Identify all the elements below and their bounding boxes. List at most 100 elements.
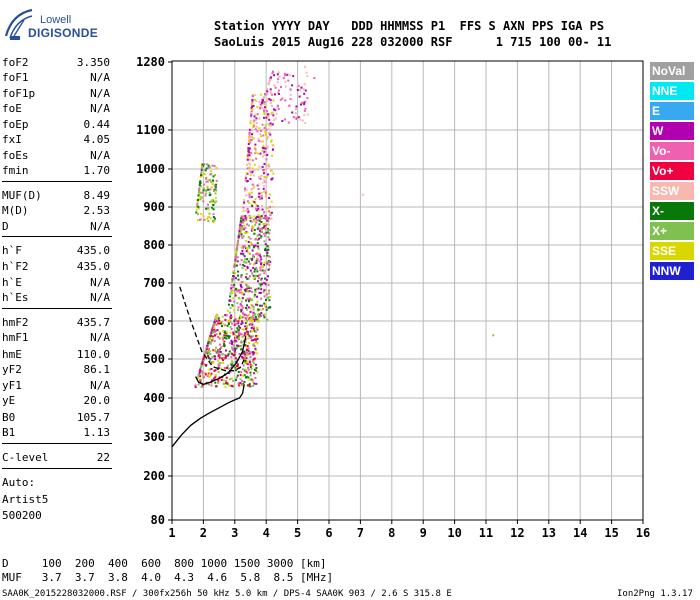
param-value: N/A	[90, 149, 110, 162]
echo-point	[229, 320, 232, 323]
echo-point	[245, 319, 248, 322]
echo-point	[232, 384, 235, 387]
echo-point	[213, 184, 216, 187]
echo-point	[249, 310, 252, 313]
echo-point	[209, 353, 212, 355]
echo-point	[217, 359, 220, 362]
echo-point	[268, 98, 271, 101]
param-name: M(D)	[2, 204, 29, 217]
echo-point	[255, 125, 258, 128]
echo-point	[264, 214, 267, 217]
echo-point	[241, 328, 244, 331]
echo-point	[204, 372, 207, 375]
legend-item-nne: NNE	[650, 82, 694, 100]
echo-point	[197, 375, 200, 378]
echo-point	[212, 221, 215, 224]
echo-point	[214, 186, 217, 189]
y-tick-label: 200	[143, 469, 165, 483]
echo-point	[249, 318, 252, 321]
param-value: N/A	[90, 87, 110, 100]
param-name: fxI	[2, 133, 22, 146]
param-value: 4.05	[83, 133, 111, 146]
param-value: 435.7	[76, 316, 110, 329]
echo-point	[240, 384, 243, 386]
echo-point	[237, 371, 240, 373]
echo-point	[225, 376, 228, 379]
echo-point	[211, 379, 214, 382]
echo-point	[252, 274, 255, 277]
echo-point	[268, 299, 271, 302]
echo-point	[248, 290, 251, 293]
echo-point	[254, 223, 257, 226]
echo-point	[249, 141, 252, 144]
echo-point	[230, 366, 233, 369]
echo-point	[224, 354, 227, 356]
echo-point	[261, 283, 264, 286]
echo-point	[255, 204, 258, 207]
echo-point	[211, 335, 214, 338]
echo-point	[242, 260, 245, 263]
echo-point	[217, 322, 220, 325]
echo-point	[256, 309, 259, 312]
echo-point	[256, 270, 259, 273]
echo-point	[240, 340, 243, 343]
echo-point	[204, 189, 207, 192]
echo-point	[271, 154, 274, 157]
param-name: yF2	[2, 363, 22, 376]
echo-point	[284, 85, 287, 88]
echo-point	[253, 119, 256, 122]
echo-point	[228, 384, 231, 387]
echo-point	[200, 167, 203, 170]
echo-point	[266, 90, 269, 93]
echo-point	[200, 213, 203, 216]
param-divider	[2, 443, 112, 444]
echo-point	[253, 372, 256, 375]
echo-point	[200, 174, 203, 177]
echo-point	[261, 100, 264, 103]
legend-item-nnw: NNW	[650, 262, 694, 280]
echo-point	[262, 152, 265, 155]
echo-point	[257, 226, 260, 229]
echo-point	[234, 347, 237, 350]
echo-point	[249, 178, 252, 180]
echo-point	[251, 183, 254, 186]
param-name: h`F2	[2, 260, 29, 273]
echo-point	[256, 106, 259, 108]
echo-point	[492, 334, 495, 337]
echo-point	[225, 314, 228, 317]
echo-point	[296, 89, 299, 91]
echo-point	[264, 277, 266, 280]
echo-point	[241, 266, 244, 269]
echo-point	[212, 330, 215, 333]
echo-point	[236, 256, 239, 259]
param-name: yF1	[2, 379, 22, 392]
echo-point	[199, 378, 202, 381]
echo-point	[237, 382, 240, 385]
echo-point	[263, 147, 265, 150]
echo-point	[196, 205, 199, 208]
echo-point	[277, 91, 279, 94]
echo-point	[234, 357, 237, 360]
echo-point	[268, 128, 270, 131]
echo-point	[222, 338, 224, 341]
echo-point	[249, 307, 252, 310]
echo-point	[267, 173, 269, 176]
param-divider	[2, 308, 112, 309]
echo-point	[242, 306, 245, 309]
param-row-ye: yE 20.0	[2, 394, 110, 408]
echo-point	[269, 76, 272, 79]
echo-point	[244, 340, 247, 343]
echo-point	[254, 316, 257, 318]
echo-point	[264, 304, 267, 306]
param-name: D	[2, 220, 9, 233]
echo-point	[261, 264, 264, 267]
echo-point	[206, 180, 209, 183]
echo-point	[282, 77, 285, 80]
echo-point	[243, 353, 246, 356]
echo-point	[213, 165, 216, 168]
echo-point	[268, 255, 271, 258]
echo-point	[235, 248, 238, 251]
echo-point	[247, 366, 250, 369]
echo-point	[214, 381, 217, 384]
echo-point	[215, 323, 218, 326]
